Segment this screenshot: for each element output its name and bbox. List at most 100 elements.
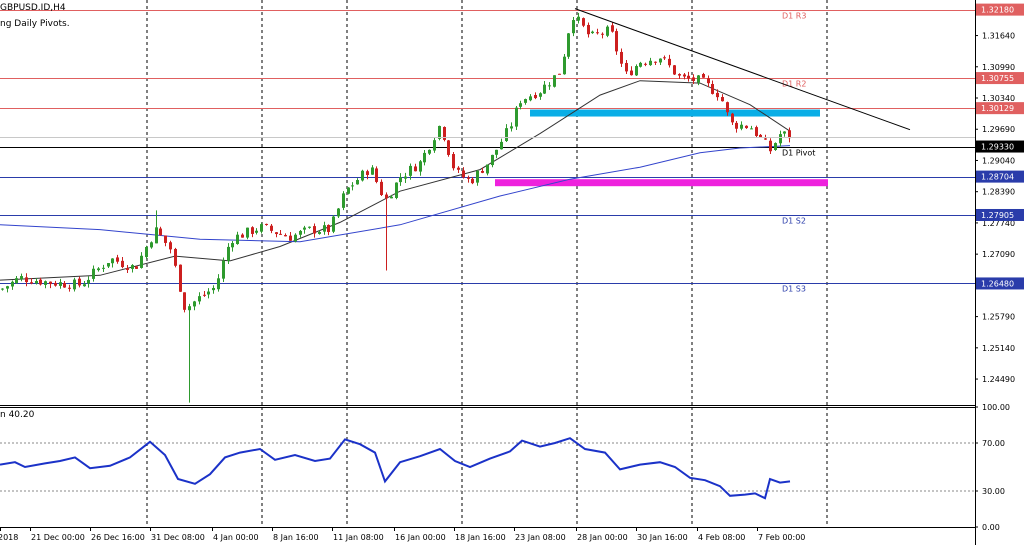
- candle-body: [164, 235, 167, 243]
- candle-body: [231, 243, 234, 248]
- candle-body: [73, 279, 76, 290]
- level-label: D1 S3: [782, 285, 806, 294]
- candle-body: [505, 128, 508, 142]
- candle-body: [630, 70, 633, 76]
- candle-body: [606, 26, 609, 36]
- zone-rect: [495, 179, 828, 187]
- time-tick-label: 21 Dec 00:00: [31, 533, 85, 542]
- candle-body: [678, 74, 681, 76]
- candle-body: [587, 24, 590, 35]
- price-badge-label: 1.26480: [981, 279, 1014, 288]
- price-badge-label: 1.29330: [981, 143, 1014, 152]
- price-badge: [976, 72, 1024, 85]
- candle-body: [313, 226, 316, 234]
- candle-body: [35, 281, 38, 284]
- candle-body: [539, 93, 542, 97]
- time-tick-label: 28 Jan 00:00: [577, 533, 628, 542]
- candle-body: [615, 31, 618, 52]
- candle-body: [591, 31, 594, 34]
- candle-body: [126, 268, 129, 270]
- candle-body: [692, 77, 695, 81]
- price-tick-label: 1.31640: [982, 32, 1015, 41]
- candle-body: [721, 97, 724, 102]
- candle-body: [169, 242, 172, 250]
- zone-rect: [530, 109, 820, 117]
- indicator-title: ng Daily Pivots.: [0, 19, 70, 29]
- candle-body: [116, 257, 119, 262]
- candle-body: [788, 130, 791, 139]
- candle-body: [433, 140, 436, 151]
- price-badge-label: 1.30129: [981, 104, 1014, 113]
- candle-body: [59, 282, 62, 286]
- time-axis: 2018 21 Dec 00:00 26 Dec 16:00 31 Dec 08:00…: [0, 527, 805, 542]
- candle-body: [351, 185, 354, 187]
- candle-body: [83, 284, 86, 287]
- candle-body: [697, 75, 700, 83]
- level-label: D1 S2: [782, 217, 806, 226]
- candle-body: [395, 182, 398, 198]
- price-tick-label: 1.27740: [982, 219, 1015, 228]
- candle-body: [548, 85, 551, 87]
- candle-body: [366, 171, 369, 176]
- candle-body: [558, 73, 561, 75]
- candle-body: [750, 128, 753, 130]
- level-label: D1 R3: [782, 12, 806, 21]
- candle-body: [462, 170, 465, 178]
- period-separators: [146, 0, 828, 527]
- highlight-zones: [495, 109, 828, 187]
- candle-body: [155, 227, 158, 244]
- price-badge: [976, 140, 1024, 153]
- price-tick-label: 1.30340: [982, 94, 1015, 103]
- candle-body: [6, 286, 9, 289]
- chart-frame: [0, 0, 976, 545]
- candle-body: [740, 124, 743, 129]
- candle-body: [15, 278, 18, 284]
- price-tick-label: 1.25140: [982, 344, 1015, 353]
- candle-body: [519, 103, 522, 107]
- candle-body: [644, 63, 647, 65]
- candle-body: [443, 126, 446, 140]
- candle-body: [654, 61, 657, 63]
- symbol-title: GBPUSD.ID,H4: [0, 3, 66, 13]
- rsi-tick-label: 100.00: [982, 403, 1010, 412]
- candle-body: [270, 225, 273, 231]
- candle-body: [63, 282, 66, 288]
- candle-body: [611, 25, 614, 32]
- candle-body: [25, 277, 28, 283]
- price-badge: [976, 208, 1024, 221]
- price-badge: [976, 3, 1024, 16]
- candle-body: [236, 234, 239, 245]
- candle-body: [294, 234, 297, 242]
- candle-body: [659, 58, 662, 63]
- candle-body: [78, 278, 81, 286]
- candle-body: [635, 66, 638, 76]
- candle-body: [510, 126, 513, 129]
- candle-body: [30, 282, 33, 284]
- price-tick-label: 1.28390: [982, 188, 1015, 197]
- candle-body: [457, 167, 460, 170]
- rsi-tick-label: 0.00: [982, 523, 1000, 532]
- time-tick-label: 11 Jan 08:00: [333, 533, 384, 542]
- candle-body: [217, 278, 220, 290]
- candle-body: [726, 102, 729, 113]
- candle-body: [625, 62, 628, 72]
- candle-body: [361, 170, 364, 181]
- time-tick-label: 31 Dec 08:00: [151, 533, 205, 542]
- candle-body: [1, 288, 4, 290]
- candle-body: [668, 58, 671, 66]
- candle-body: [20, 276, 23, 280]
- candle-body: [347, 187, 350, 194]
- candle-body: [769, 140, 772, 152]
- time-tick-label: 4 Jan 00:00: [213, 533, 259, 542]
- trendline-segment: [574, 8, 911, 131]
- candle-body: [673, 65, 676, 75]
- price-badge: [976, 170, 1024, 183]
- candle-body: [107, 263, 110, 267]
- candle-body: [486, 164, 489, 174]
- candle-body: [491, 154, 494, 166]
- candle-body: [419, 161, 422, 172]
- candle-body: [227, 246, 230, 261]
- candle-body: [524, 99, 527, 103]
- candle-body: [159, 228, 162, 236]
- time-tick-label: 4 Feb 08:00: [698, 533, 745, 542]
